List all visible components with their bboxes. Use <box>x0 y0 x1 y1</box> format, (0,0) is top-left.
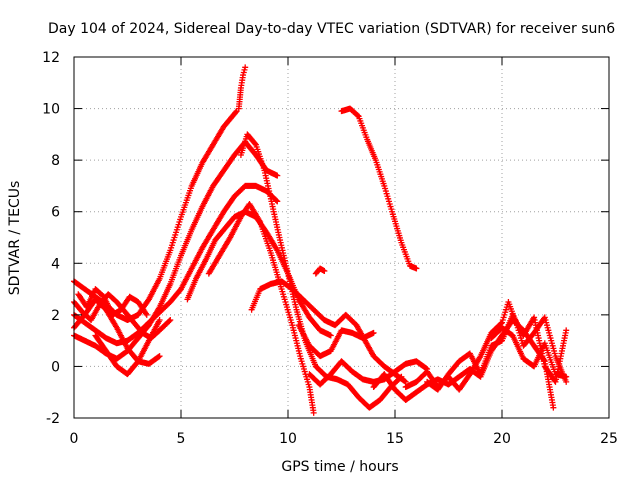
data-point <box>166 317 173 324</box>
data-point <box>156 353 163 360</box>
series-track-20 <box>488 324 570 380</box>
y-tick-label: 0 <box>51 359 60 375</box>
y-tick-label: -2 <box>46 411 60 427</box>
x-tick-label: 25 <box>600 431 618 447</box>
data-point <box>563 378 570 385</box>
data-points <box>71 64 570 416</box>
series-track-19 <box>424 311 570 393</box>
data-point <box>242 64 249 71</box>
series-track-16 <box>338 105 420 272</box>
data-point <box>232 109 239 116</box>
series-track-10 <box>205 200 317 416</box>
y-axis-label: SDTVAR / TECUs <box>7 181 23 296</box>
series-track-7 <box>75 286 150 318</box>
grid-lines <box>74 57 609 418</box>
series-track-11 <box>237 131 405 411</box>
series-track-8 <box>92 317 163 378</box>
data-point <box>321 268 328 275</box>
data-point <box>563 327 570 334</box>
series-track-14 <box>306 358 431 388</box>
data-point <box>413 265 420 272</box>
data-point <box>498 320 505 327</box>
series-track-4 <box>71 182 281 347</box>
data-point <box>354 112 361 119</box>
data-point <box>273 197 280 204</box>
data-point <box>402 378 409 385</box>
data-point <box>274 198 281 205</box>
data-point <box>370 329 377 336</box>
x-tick-label: 10 <box>279 431 297 447</box>
x-tick-label: 0 <box>70 431 79 447</box>
series-track-13 <box>295 322 377 360</box>
y-tick-label: 2 <box>51 308 60 324</box>
series-track-1 <box>71 108 240 324</box>
plot-frame <box>73 56 610 419</box>
chart-title: Day 104 of 2024, Sidereal Day-to-day VTE… <box>48 21 615 37</box>
x-tick-label: 15 <box>386 431 404 447</box>
data-point <box>252 140 259 147</box>
y-tick-label: 12 <box>42 50 60 66</box>
y-tick-label: 8 <box>51 153 60 169</box>
x-tick-label: 5 <box>177 431 186 447</box>
data-point <box>167 317 174 324</box>
data-point <box>143 311 150 318</box>
data-point <box>310 409 317 416</box>
data-point <box>142 310 149 317</box>
x-tick-label: 20 <box>493 431 511 447</box>
axis-ticks: 0 5 10 15 20 25 -2 0 2 4 6 8 10 12 <box>42 50 618 447</box>
y-tick-label: 10 <box>42 102 60 118</box>
series-track-2 <box>235 64 249 112</box>
x-axis-label: GPS time / hours <box>281 459 398 475</box>
series-track-15 <box>312 265 328 277</box>
data-point <box>550 404 557 411</box>
y-tick-label: 6 <box>51 205 60 221</box>
y-tick-label: 4 <box>51 256 60 272</box>
data-point <box>327 332 334 339</box>
data-point <box>563 373 570 380</box>
data-point <box>274 172 281 179</box>
data-point <box>156 317 163 324</box>
